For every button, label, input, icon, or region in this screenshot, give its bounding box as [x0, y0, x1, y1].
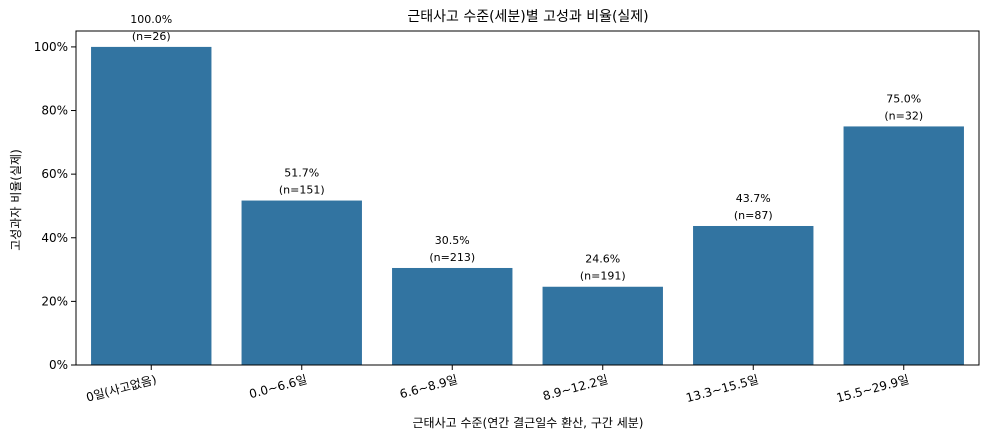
y-axis-title: 고성과자 비율(실제)	[9, 149, 23, 251]
x-axis-title: 근태사고 수준(연간 결근일수 환산, 구간 세분)	[413, 416, 644, 430]
data-label-value: 30.5%	[435, 234, 470, 247]
y-tick-label: 40%	[41, 231, 68, 245]
x-tick-label: 6.6~8.9일	[398, 372, 459, 401]
y-tick-label: 20%	[41, 294, 68, 308]
bar	[693, 225, 814, 365]
data-labels-layer: 100.0% (n=26) 51.7% (n=151) 30.5% (n=213) 24.6…	[130, 13, 923, 283]
data-label-value: 51.7%	[284, 167, 319, 180]
y-tick-label: 100%	[34, 40, 68, 54]
bar	[392, 267, 513, 365]
bar	[241, 200, 362, 365]
x-tick-label: 13.3~15.5일	[684, 372, 760, 405]
bar	[91, 46, 212, 366]
data-label-value: 24.6%	[585, 253, 620, 266]
bar	[843, 126, 964, 365]
data-label-count: (n=191)	[580, 270, 626, 283]
data-label-value: 100.0%	[130, 13, 172, 26]
y-axis: 0% 20% 40% 60% 80% 100%	[34, 40, 76, 372]
bar	[542, 286, 663, 365]
data-label-count: (n=151)	[279, 184, 325, 197]
x-tick-label: 15.5~29.9일	[835, 372, 911, 405]
plot-frame	[75, 30, 980, 366]
y-tick-label: 80%	[41, 104, 68, 118]
data-label-count: (n=213)	[429, 251, 475, 264]
data-label-count: (n=32)	[884, 109, 923, 122]
data-label-count: (n=26)	[132, 30, 171, 43]
bars-layer	[91, 46, 964, 366]
x-axis: 0일(사고없음) 0.0~6.6일 6.6~8.9일 8.9~12.2일 13.3~15…	[85, 365, 911, 405]
y-tick-label: 60%	[41, 167, 68, 181]
x-tick-label: 8.9~12.2일	[541, 372, 609, 403]
x-tick-label: 0.0~6.6일	[248, 372, 309, 401]
data-label-value: 43.7%	[736, 192, 771, 205]
y-tick-label: 0%	[49, 358, 68, 372]
chart-title: 근태사고 수준(세분)별 고성과 비율(실제)	[407, 9, 648, 25]
x-tick-label: 0일(사고없음)	[85, 372, 158, 404]
data-label-count: (n=87)	[734, 209, 773, 222]
data-label-value: 75.0%	[886, 92, 921, 105]
